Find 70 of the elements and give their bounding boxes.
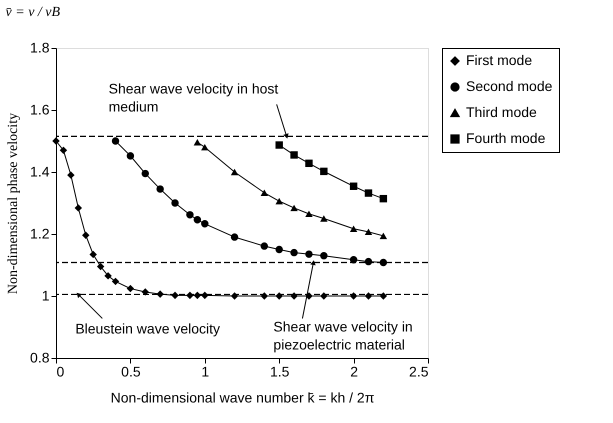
point <box>230 233 238 241</box>
point <box>201 292 209 300</box>
point <box>201 220 209 228</box>
legend-label: Fourth mode <box>466 130 546 146</box>
point <box>320 292 328 300</box>
point <box>194 216 202 224</box>
y-axis-title: Non-dimensional phase velocity <box>6 112 22 294</box>
point <box>230 168 238 176</box>
point <box>104 272 112 280</box>
x-tick-label: 0 <box>56 364 64 380</box>
point <box>112 137 120 145</box>
point <box>67 171 75 179</box>
point <box>156 185 164 193</box>
text: v̄ = v / vB <box>6 5 61 20</box>
point <box>275 141 283 149</box>
point <box>290 292 298 300</box>
x-tick-label: 0.5 <box>121 364 141 380</box>
y-tick-label: 1.8 <box>30 40 50 56</box>
point <box>380 194 388 202</box>
point <box>126 284 134 292</box>
point <box>364 228 372 236</box>
x-tick-label: 1 <box>201 364 210 380</box>
x-tick-label: 2 <box>350 364 358 380</box>
point <box>320 252 328 260</box>
y-tick-label: 1.4 <box>30 164 50 180</box>
x-axis-title: Non-dimensional wave number k̄ = kh / 2π <box>110 390 375 406</box>
point <box>74 204 82 212</box>
point <box>60 146 68 154</box>
point <box>89 250 97 258</box>
point <box>290 204 298 212</box>
legend-label: Second mode <box>466 78 553 94</box>
point <box>194 139 202 146</box>
point <box>380 232 388 240</box>
point <box>52 137 60 145</box>
point <box>320 168 328 176</box>
annotation: Bleustein wave velocity <box>75 320 220 336</box>
point <box>380 292 388 300</box>
point <box>364 189 372 197</box>
y-tick-label: 0.8 <box>30 350 50 366</box>
y-tick-label: 1.6 <box>30 102 50 118</box>
point <box>260 242 268 250</box>
point <box>275 246 283 254</box>
point <box>305 250 313 258</box>
point <box>350 182 358 190</box>
point <box>305 210 313 218</box>
x-tick-label: 2.5 <box>409 364 429 380</box>
annotation: Shear wave velocity in host medium <box>108 80 278 114</box>
legend-label: First mode <box>466 52 532 68</box>
y-tick-label: 1.2 <box>30 226 50 242</box>
point <box>290 248 298 256</box>
point <box>96 262 104 270</box>
x-tick-label: 1.5 <box>270 364 290 380</box>
point <box>112 278 120 286</box>
point <box>305 160 313 168</box>
point <box>364 292 372 300</box>
point <box>350 226 358 232</box>
point <box>275 292 283 300</box>
point <box>320 215 328 222</box>
annotation: Shear wave velocity in piezoelectric material <box>273 318 413 353</box>
point <box>142 170 149 178</box>
point <box>260 190 268 196</box>
point <box>201 144 209 150</box>
point <box>186 211 194 218</box>
legend-label: Third mode <box>466 104 538 120</box>
y-tick-label: 1 <box>42 288 50 304</box>
point <box>290 151 298 159</box>
point <box>171 199 179 207</box>
point <box>126 152 134 160</box>
point <box>82 232 90 239</box>
point <box>275 198 283 204</box>
